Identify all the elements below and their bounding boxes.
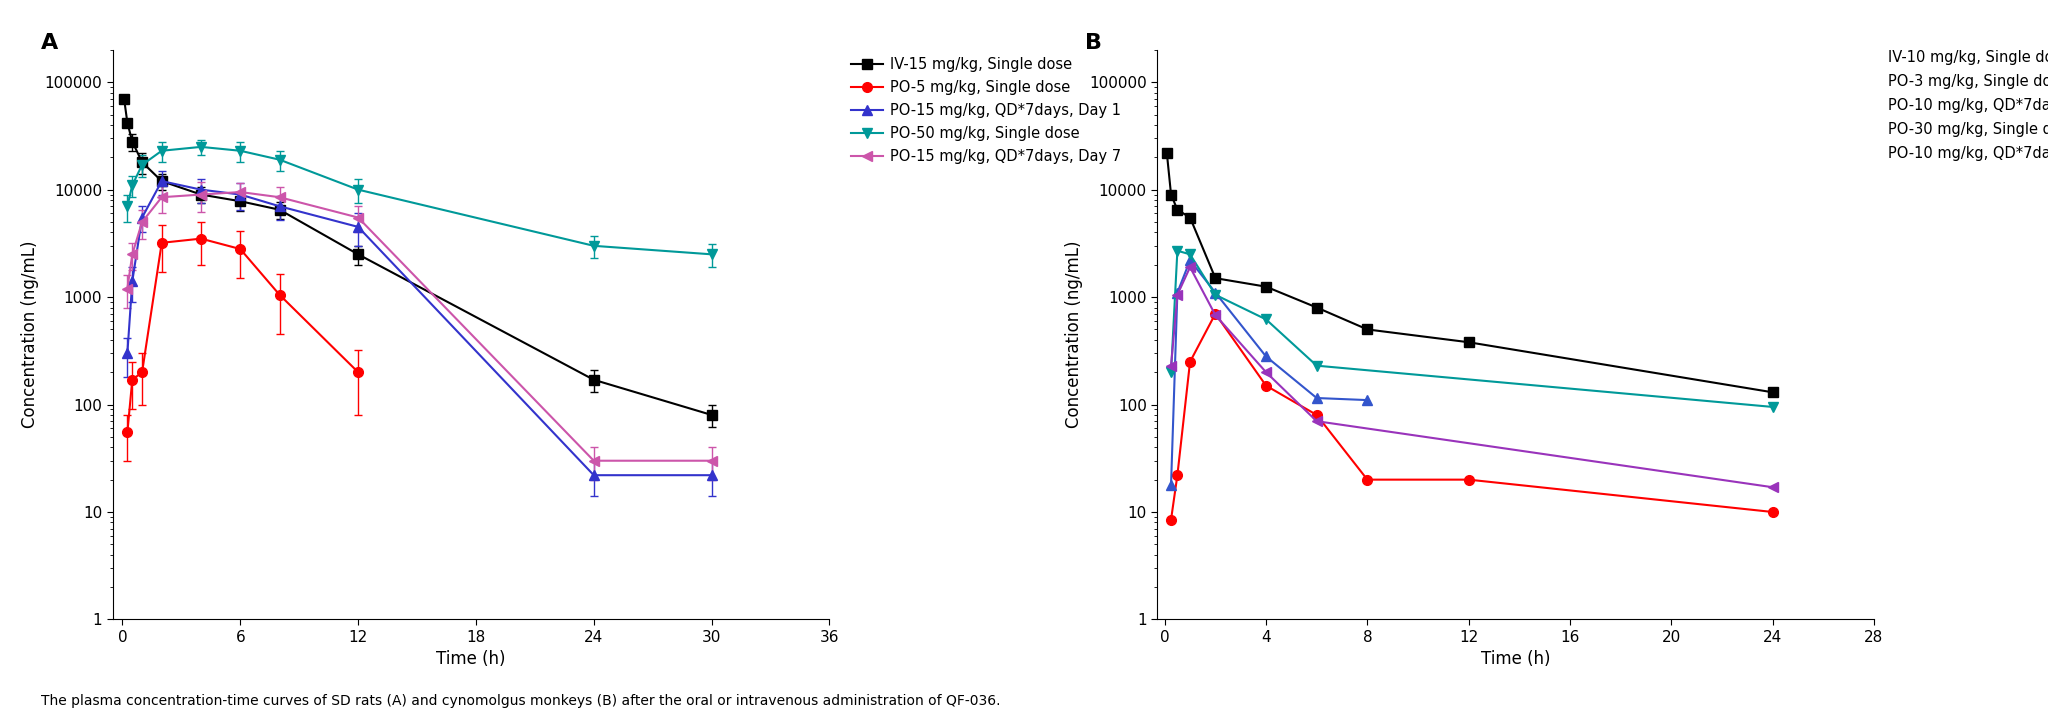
PO-10 mg/kg, QD*7days, Day 1: [1253, 352, 1278, 361]
PO-30 mg/kg, Single dose: [1159, 368, 1184, 377]
IV-10 mg/kg, Single dose: [1761, 388, 1786, 397]
PO-10 mg/kg, QD*7days, Day 1: [1356, 396, 1380, 404]
PO-3 mg/kg, Single dose: [1253, 382, 1278, 390]
Line: IV-10 mg/kg, Single dose: IV-10 mg/kg, Single dose: [1161, 148, 1778, 397]
PO-10 mg/kg, QD*7days, Day 7: [1305, 417, 1329, 426]
PO-10 mg/kg, QD*7days, Day 7: [1159, 362, 1184, 370]
Y-axis label: Concentration (ng/mL): Concentration (ng/mL): [20, 241, 39, 429]
PO-10 mg/kg, QD*7days, Day 7: [1165, 290, 1190, 299]
PO-10 mg/kg, QD*7days, Day 1: [1165, 288, 1190, 297]
PO-3 mg/kg, Single dose: [1305, 411, 1329, 419]
Text: A: A: [41, 33, 57, 53]
Line: PO-30 mg/kg, Single dose: PO-30 mg/kg, Single dose: [1165, 246, 1778, 412]
PO-30 mg/kg, Single dose: [1178, 250, 1202, 258]
IV-10 mg/kg, Single dose: [1155, 149, 1180, 157]
PO-10 mg/kg, QD*7days, Day 7: [1253, 368, 1278, 377]
X-axis label: Time (h): Time (h): [436, 651, 506, 669]
PO-30 mg/kg, Single dose: [1165, 246, 1190, 255]
PO-3 mg/kg, Single dose: [1356, 476, 1380, 484]
Line: PO-3 mg/kg, Single dose: PO-3 mg/kg, Single dose: [1165, 309, 1778, 525]
IV-10 mg/kg, Single dose: [1159, 190, 1184, 199]
PO-3 mg/kg, Single dose: [1165, 471, 1190, 479]
PO-30 mg/kg, Single dose: [1761, 403, 1786, 412]
PO-3 mg/kg, Single dose: [1456, 476, 1481, 484]
PO-10 mg/kg, QD*7days, Day 7: [1202, 311, 1227, 320]
PO-3 mg/kg, Single dose: [1178, 357, 1202, 366]
PO-10 mg/kg, QD*7days, Day 7: [1178, 263, 1202, 271]
Text: IV-10 mg/kg, Single dose
PO-3 mg/kg, Single dose
PO-10 mg/kg, QD*7days,  Day 1
P: IV-10 mg/kg, Single dose PO-3 mg/kg, Sin…: [1888, 50, 2048, 161]
IV-10 mg/kg, Single dose: [1356, 325, 1380, 334]
IV-10 mg/kg, Single dose: [1202, 274, 1227, 283]
Text: The plasma concentration-time curves of SD rats (A) and cynomolgus monkeys (B) a: The plasma concentration-time curves of …: [41, 694, 1001, 708]
PO-3 mg/kg, Single dose: [1159, 515, 1184, 524]
Text: B: B: [1085, 33, 1102, 53]
Legend: IV-15 mg/kg, Single dose, PO-5 mg/kg, Single dose, PO-15 mg/kg, QD*7days, Day 1,: IV-15 mg/kg, Single dose, PO-5 mg/kg, Si…: [852, 57, 1122, 164]
PO-30 mg/kg, Single dose: [1305, 362, 1329, 370]
PO-10 mg/kg, QD*7days, Day 1: [1159, 481, 1184, 489]
IV-10 mg/kg, Single dose: [1178, 214, 1202, 222]
PO-10 mg/kg, QD*7days, Day 1: [1178, 256, 1202, 265]
IV-10 mg/kg, Single dose: [1305, 303, 1329, 312]
PO-30 mg/kg, Single dose: [1202, 290, 1227, 299]
PO-10 mg/kg, QD*7days, Day 7: [1761, 483, 1786, 491]
IV-10 mg/kg, Single dose: [1165, 206, 1190, 214]
Line: PO-10 mg/kg, QD*7days, Day 1: PO-10 mg/kg, QD*7days, Day 1: [1165, 256, 1372, 489]
Y-axis label: Concentration (ng/mL): Concentration (ng/mL): [1065, 241, 1083, 429]
Line: PO-10 mg/kg, QD*7days, Day 7: PO-10 mg/kg, QD*7days, Day 7: [1165, 262, 1778, 492]
IV-10 mg/kg, Single dose: [1456, 338, 1481, 347]
PO-10 mg/kg, QD*7days, Day 1: [1305, 394, 1329, 402]
PO-10 mg/kg, QD*7days, Day 1: [1202, 288, 1227, 297]
PO-3 mg/kg, Single dose: [1761, 508, 1786, 516]
PO-3 mg/kg, Single dose: [1202, 310, 1227, 318]
PO-30 mg/kg, Single dose: [1253, 315, 1278, 324]
X-axis label: Time (h): Time (h): [1481, 651, 1550, 669]
IV-10 mg/kg, Single dose: [1253, 283, 1278, 291]
